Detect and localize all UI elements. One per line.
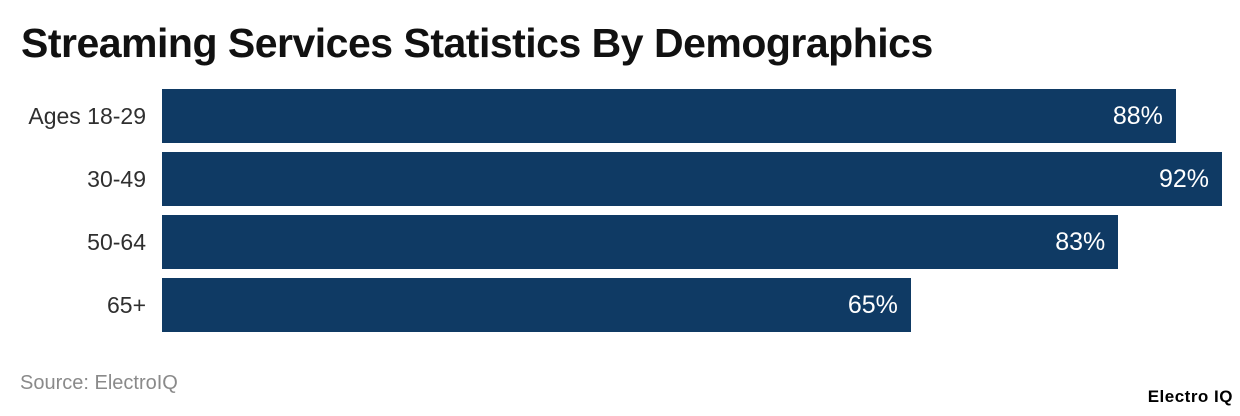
brand-logo: Electro IQ [1147, 387, 1233, 406]
bar-value-label: 92% [1158, 164, 1209, 193]
bar-chart-plot-area: Ages 18-29 88% 30-49 92% 50-64 83% 65+ 6… [0, 89, 1222, 332]
chart-title: Streaming Services Statistics By Demogra… [21, 20, 933, 66]
bar-track: 92% [162, 152, 1222, 206]
bar-track: 83% [162, 215, 1222, 269]
bar: 88% [162, 89, 1176, 143]
bar-row: 30-49 92% [0, 152, 1222, 206]
category-label: 50-64 [87, 228, 146, 255]
bar-track: 65% [162, 278, 1222, 332]
bar: 83% [162, 215, 1119, 269]
bar: 65% [162, 278, 911, 332]
category-label: 65+ [106, 291, 146, 318]
bar-track: 88% [162, 89, 1222, 143]
bar-row: Ages 18-29 88% [0, 89, 1222, 143]
bar-value-label: 65% [847, 290, 898, 319]
category-label: Ages 18-29 [28, 102, 146, 129]
source-note: Source: ElectroIQ [20, 372, 178, 394]
bar-value-label: 83% [1055, 227, 1106, 256]
bar-row: 50-64 83% [0, 215, 1222, 269]
bar: 92% [162, 152, 1222, 206]
bar-row: 65+ 65% [0, 278, 1222, 332]
category-label: 30-49 [87, 165, 146, 192]
bar-value-label: 88% [1112, 101, 1163, 130]
